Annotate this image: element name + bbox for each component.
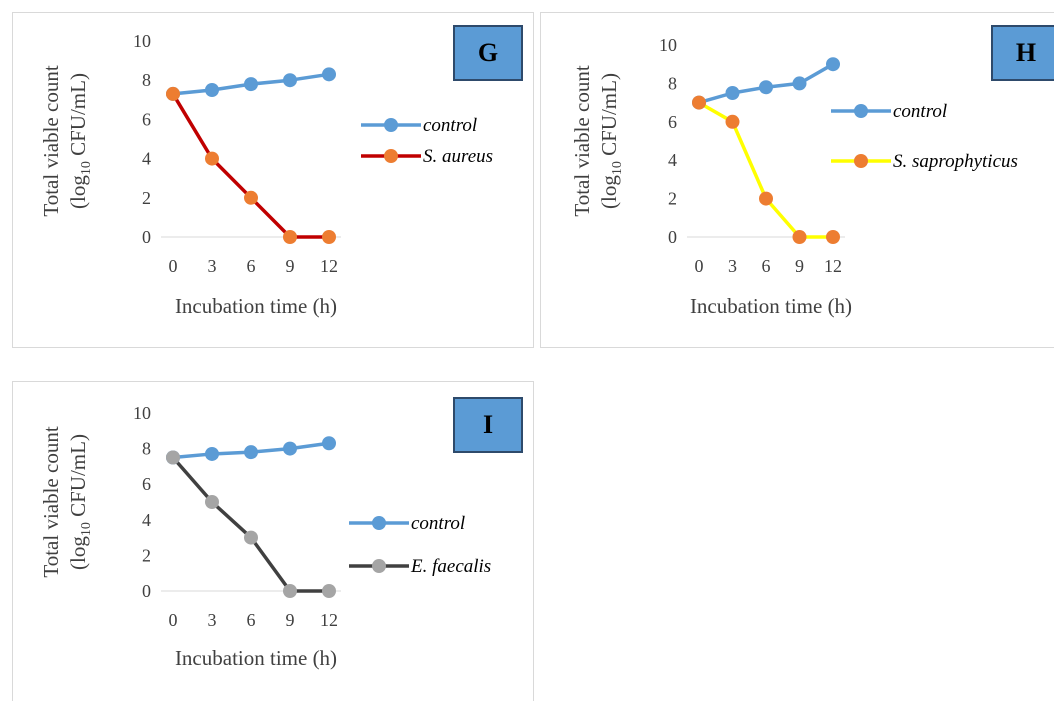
data-point-h-1-3	[792, 230, 807, 244]
y-tick-label: 6	[142, 109, 151, 129]
data-point-g-1-3	[283, 230, 297, 244]
legend-marker-i-0	[372, 516, 386, 530]
data-point-g-0-3	[283, 73, 297, 88]
legend-marker-h-1	[854, 154, 868, 168]
data-point-i-0-3	[283, 441, 297, 456]
x-tick-label: 0	[695, 256, 704, 276]
x-tick-label: 6	[247, 610, 256, 630]
panel-label-h: H	[991, 25, 1054, 81]
y-axis-title-line2: (log10 CFU/mL)	[597, 73, 625, 209]
chart-i-svg: 0 2 4 6 8 10 0 3 6 9 12 Incubation time (h) Total vi…	[39, 403, 491, 670]
data-point-h-1-1	[725, 114, 740, 129]
data-point-g-1-2	[244, 190, 258, 205]
data-point-i-1-2	[244, 530, 258, 545]
data-point-h-1-4	[826, 230, 840, 244]
data-point-i-1-3	[283, 584, 297, 598]
data-point-h-0-4	[826, 57, 840, 72]
y-tick-label: 4	[142, 149, 151, 169]
y-tick-label: 6	[142, 474, 151, 494]
legend-label-h-0: control	[893, 101, 947, 122]
y-axis-title-line1: Total viable count	[39, 426, 63, 577]
data-point-i-0-4	[322, 436, 336, 451]
data-point-i-0-2	[244, 445, 258, 460]
legend-label-i-1: E. faecalis	[410, 556, 491, 577]
chart-panel-h: 0 2 4 6 8 10 0 3 6 9 12 Incubation time (h) Total vi…	[540, 12, 1054, 348]
y-axis-title-line1: Total viable count	[39, 65, 63, 216]
x-tick-label: 12	[320, 256, 338, 276]
data-point-i-1-4	[322, 584, 336, 598]
data-point-i-0-1	[205, 446, 219, 461]
data-point-i-1-0	[166, 450, 180, 465]
chart-g-svg: 0 2 4 6 8 10 0 3 6 9 12 Incubation time (h) Total vi…	[39, 31, 493, 318]
y-tick-label: 0	[142, 581, 151, 601]
y-tick-label: 8	[142, 439, 151, 459]
y-tick-label: 0	[668, 227, 677, 247]
y-axis-title-line2: (log10 CFU/mL)	[66, 434, 94, 570]
y-axis-title-line1: Total viable count	[570, 65, 594, 216]
panel-label-g: G	[453, 25, 523, 81]
y-tick-label: 0	[142, 227, 151, 247]
y-tick-label: 10	[133, 403, 151, 423]
y-tick-label: 8	[668, 73, 677, 93]
x-tick-label: 9	[286, 610, 295, 630]
x-axis-title: Incubation time (h)	[690, 294, 852, 318]
series-line-h-1	[698, 101, 833, 239]
data-point-h-1-0	[692, 95, 706, 110]
data-point-g-0-2	[244, 77, 258, 92]
y-tick-label: 10	[659, 35, 677, 55]
legend-label-h-1: S. saprophyticus	[893, 151, 1018, 172]
series-line-i-1	[171, 456, 329, 593]
x-tick-label: 3	[208, 256, 217, 276]
legend-marker-g-1	[384, 149, 398, 163]
data-point-h-0-1	[725, 86, 740, 100]
legend-marker-i-1	[372, 559, 386, 573]
x-tick-label: 9	[286, 256, 295, 276]
legend-label-g-1: S. aureus	[423, 146, 493, 167]
chart-panel-g: 0 2 4 6 8 10 0 3 6 9 12 Incubation time (h) Total vi…	[12, 12, 534, 348]
x-tick-label: 0	[169, 610, 178, 630]
data-point-g-1-4	[322, 230, 336, 244]
x-tick-label: 6	[762, 256, 771, 276]
data-point-g-1-1	[205, 151, 219, 166]
x-axis-title: Incubation time (h)	[175, 646, 337, 670]
x-tick-label: 12	[320, 610, 338, 630]
y-tick-label: 8	[142, 70, 151, 90]
y-axis-title-line2: (log10 CFU/mL)	[66, 73, 94, 209]
data-point-i-1-1	[205, 495, 219, 509]
y-tick-label: 2	[142, 188, 151, 208]
x-tick-label: 12	[824, 256, 842, 276]
chart-panel-i: 0 2 4 6 8 10 0 3 6 9 12 Incubation time (h) Total vi…	[12, 381, 534, 701]
y-tick-label: 10	[133, 31, 151, 51]
legend-label-g-0: control	[423, 115, 477, 136]
y-tick-label: 2	[668, 189, 677, 209]
chart-h-svg: 0 2 4 6 8 10 0 3 6 9 12 Incubation time (h) Total vi…	[570, 35, 1018, 318]
y-tick-label: 2	[142, 545, 151, 565]
legend-label-i-0: control	[411, 513, 465, 534]
legend-marker-g-0	[384, 118, 398, 132]
data-point-g-1-0	[166, 86, 180, 101]
x-tick-label: 6	[247, 256, 256, 276]
x-axis-title: Incubation time (h)	[175, 294, 337, 318]
x-tick-label: 3	[728, 256, 737, 276]
x-tick-label: 3	[208, 610, 217, 630]
data-point-h-0-2	[759, 80, 773, 95]
data-point-h-1-2	[759, 191, 773, 206]
panel-label-i: I	[453, 397, 523, 453]
y-tick-label: 4	[142, 510, 151, 530]
y-tick-label: 6	[668, 112, 677, 132]
y-tick-label: 4	[668, 150, 677, 170]
x-tick-label: 9	[795, 256, 804, 276]
x-tick-label: 0	[169, 256, 178, 276]
data-point-g-0-1	[205, 83, 219, 97]
data-point-h-0-3	[792, 76, 807, 91]
series-line-g-1	[171, 93, 329, 239]
legend-marker-h-0	[854, 104, 868, 118]
data-point-g-0-4	[322, 67, 336, 82]
